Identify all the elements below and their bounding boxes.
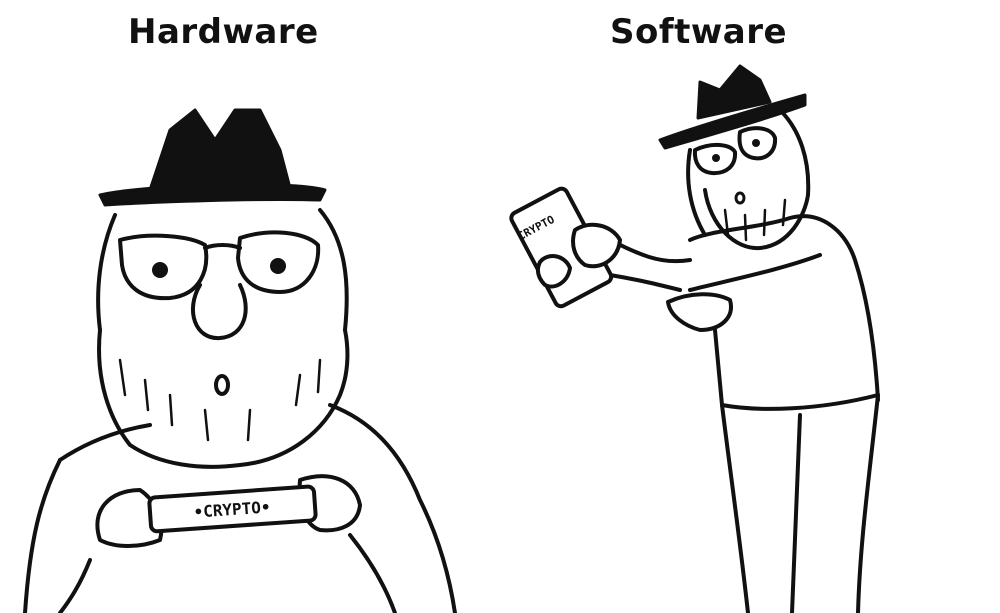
hardware-title: Hardware [128, 12, 319, 52]
hat-icon [658, 93, 807, 150]
software-title: Software [610, 12, 788, 52]
hardware-man-icon: •CRYPTO• [23, 108, 457, 613]
hardware-wallet-icon [147, 484, 318, 534]
nose-icon [190, 283, 248, 341]
phone-hand-icon [571, 222, 622, 269]
software-man-icon: CRYPTO [509, 64, 880, 613]
pointing-hand-icon [666, 292, 733, 332]
